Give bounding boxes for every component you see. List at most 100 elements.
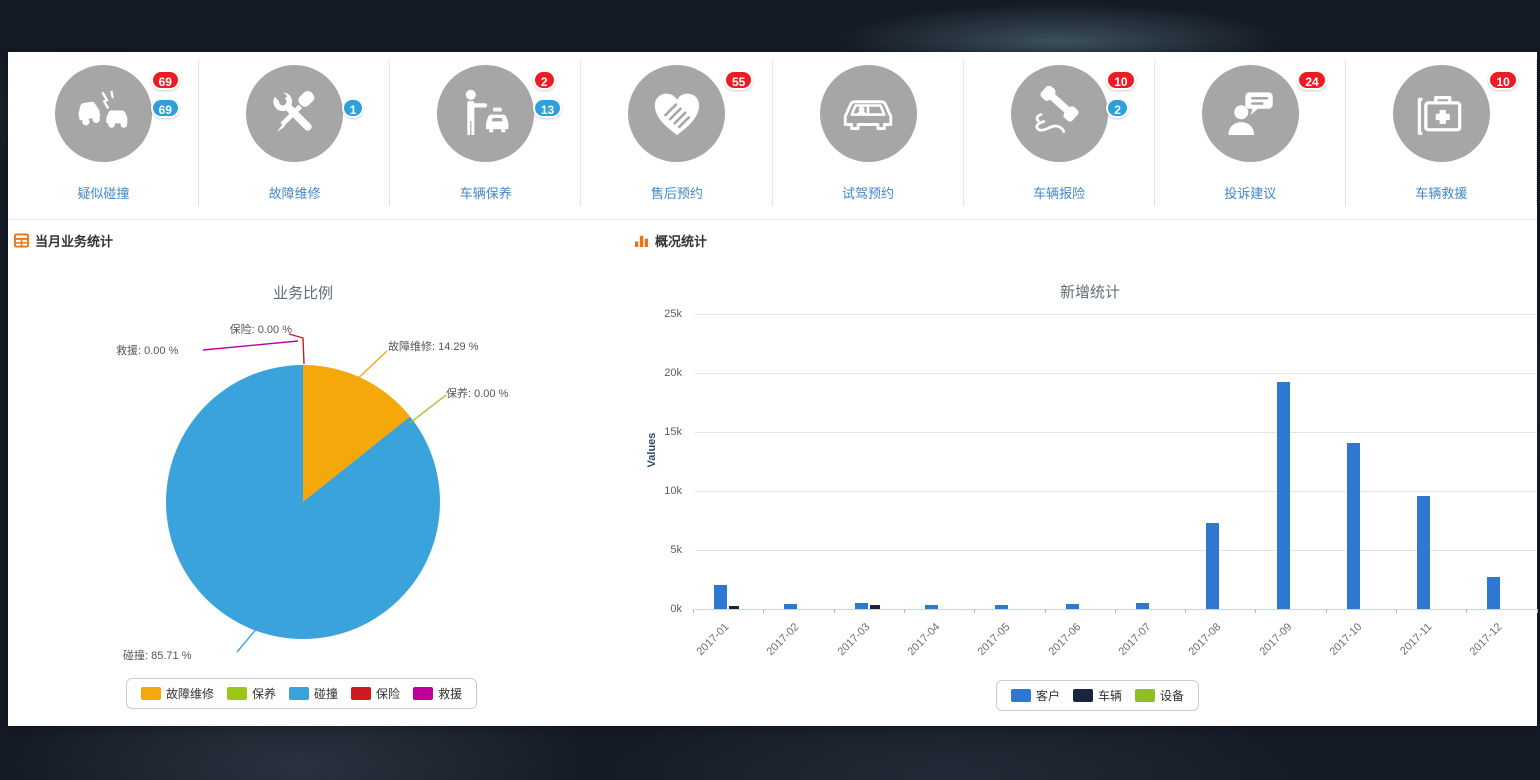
legend-label: 救援 xyxy=(438,687,463,701)
x-tick-label: 2017-05 xyxy=(975,621,1013,659)
x-tick-label: 2017-09 xyxy=(1256,621,1295,659)
service-item-6[interactable]: 10 2 车辆报险 xyxy=(964,52,1155,219)
pie-legend-item[interactable]: 保养 xyxy=(227,685,276,702)
y-tick-label: 20k xyxy=(664,367,682,379)
x-tick-label: 2017-01 xyxy=(694,621,732,659)
bar-legend-item[interactable]: 客户 xyxy=(1011,687,1060,704)
service-item-7[interactable]: 24 投诉建议 xyxy=(1155,52,1346,219)
legend-label: 车辆 xyxy=(1098,689,1123,703)
x-tick-label: 2017-07 xyxy=(1116,621,1154,659)
service-item-1[interactable]: 69 69 疑似碰撞 xyxy=(8,52,200,219)
bar-legend-item[interactable]: 设备 xyxy=(1135,687,1184,704)
pie-callout-maintenance: 保养: 0.00 % xyxy=(446,388,509,400)
gridline xyxy=(695,314,1536,315)
tick-mark xyxy=(903,609,905,613)
badge-info: 1 xyxy=(341,98,365,118)
gridline xyxy=(695,373,1536,374)
x-tick-label: 2017-02 xyxy=(764,621,802,659)
service-label: 车辆保养 xyxy=(459,186,512,201)
bar-chart-title: 新增统计 xyxy=(1059,284,1120,301)
service-label: 投诉建议 xyxy=(1224,186,1277,201)
leader-line-maintenance xyxy=(409,394,447,424)
legend-swatch xyxy=(413,687,434,700)
person-car-icon xyxy=(437,65,535,162)
pie-chart-title: 业务比例 xyxy=(272,285,333,302)
person-chat-icon xyxy=(1201,65,1299,162)
separator xyxy=(1153,60,1155,205)
x-tick-label: 2017-12 xyxy=(1467,621,1505,659)
section-title: 概况统计 xyxy=(655,234,708,249)
bar-vehicle xyxy=(869,605,880,609)
service-item-2[interactable]: 1 故障维修 xyxy=(199,52,391,219)
tick-mark xyxy=(1396,609,1397,613)
tick-mark xyxy=(693,609,694,613)
leader-line-insurance xyxy=(288,333,305,365)
bar-customer xyxy=(1135,603,1149,609)
x-tick-label: 2017-04 xyxy=(905,621,943,659)
section-header-overview-stats: 概况统计 xyxy=(634,231,707,250)
service-item-4[interactable]: 55 售后预约 xyxy=(581,52,773,219)
legend-swatch xyxy=(1011,689,1031,702)
service-item-8[interactable]: 10 车辆救援 xyxy=(1346,52,1537,219)
phone-icon xyxy=(1010,65,1108,162)
legend-swatch xyxy=(289,687,310,700)
handshake-heart-icon xyxy=(628,65,726,162)
bar-customer xyxy=(1206,522,1220,609)
pie-callout-insurance: 保险: 0.00 % xyxy=(229,324,292,336)
gridline xyxy=(695,550,1536,551)
bar-customer xyxy=(925,604,939,609)
legend-swatch xyxy=(141,687,161,700)
pie-legend-item[interactable]: 救援 xyxy=(413,685,462,702)
service-item-5[interactable]: 试驾预约 xyxy=(773,52,964,219)
bar-customer xyxy=(1487,577,1501,609)
leader-line-rescue xyxy=(202,340,299,351)
section-header-monthly-business: 当月业务统计 xyxy=(14,231,113,250)
badge-alert: 10 xyxy=(1488,70,1518,90)
service-item-3[interactable]: 2 13 车辆保养 xyxy=(390,52,582,219)
x-tick-label: 2017-11 xyxy=(1398,621,1435,658)
tick-mark xyxy=(833,609,835,613)
separator xyxy=(962,60,964,205)
tick-mark xyxy=(1185,609,1187,613)
service-label: 故障维修 xyxy=(268,186,321,201)
y-tick-label: 0k xyxy=(670,603,682,615)
service-label: 车辆报险 xyxy=(1033,186,1086,201)
service-label: 疑似碰撞 xyxy=(77,186,130,201)
badge-alert: 55 xyxy=(723,70,754,90)
legend-swatch xyxy=(227,687,248,700)
badge-alert: 69 xyxy=(150,70,180,90)
car-collision-icon xyxy=(55,65,153,162)
gridline xyxy=(695,432,1536,433)
x-tick-label: 2017-10 xyxy=(1327,621,1365,659)
service-label: 售后预约 xyxy=(650,186,703,201)
tick-mark xyxy=(1044,609,1046,613)
legend-label: 设备 xyxy=(1160,689,1185,703)
tick-mark xyxy=(1466,609,1468,613)
legend-swatch xyxy=(1135,689,1156,702)
pie-legend-item[interactable]: 故障维修 xyxy=(141,685,214,702)
x-tick-label: 2017-03 xyxy=(835,621,873,659)
y-tick-label: 25k xyxy=(664,308,682,320)
bar-customer xyxy=(995,604,1009,609)
legend-label: 故障维修 xyxy=(166,687,215,701)
x-tick-label: 2017-06 xyxy=(1046,621,1084,659)
pie-legend-item[interactable]: 保险 xyxy=(351,685,400,702)
legend-label: 保养 xyxy=(252,687,277,701)
pie-callout-repair: 故障维修: 14.29 % xyxy=(388,341,479,353)
separator xyxy=(1536,60,1537,205)
pie-callout-rescue: 救援: 0.00 % xyxy=(116,345,179,357)
bar-customer xyxy=(1065,603,1079,609)
badge-info: 69 xyxy=(150,98,180,118)
bar-customer xyxy=(714,585,728,609)
separator xyxy=(389,60,391,205)
bar-legend-item[interactable]: 车辆 xyxy=(1073,687,1122,704)
section-title: 当月业务统计 xyxy=(35,234,114,249)
tick-mark xyxy=(1114,609,1116,613)
pie-legend-item[interactable]: 碰撞 xyxy=(289,685,338,702)
car-front-icon xyxy=(819,65,917,162)
pie-callout-collision: 碰撞: 85.71 % xyxy=(123,650,192,662)
badge-info: 2 xyxy=(1106,98,1129,118)
divider xyxy=(8,219,1537,220)
first-aid-icon xyxy=(1392,65,1490,162)
pie-chart xyxy=(166,365,440,639)
